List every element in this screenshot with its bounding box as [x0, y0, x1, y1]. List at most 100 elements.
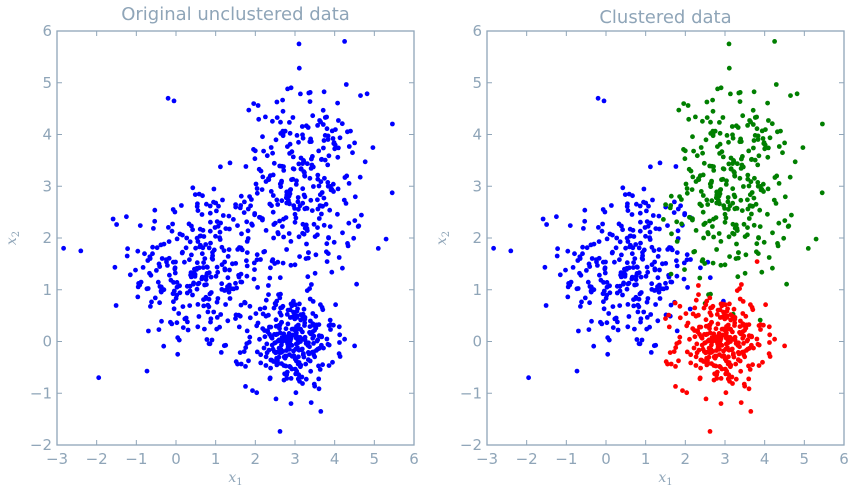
y-tick-label: 3: [472, 177, 482, 195]
data-point: [253, 311, 259, 316]
data-point: [330, 136, 336, 141]
data-point: [281, 377, 287, 383]
data-point: [302, 323, 307, 328]
data-point: [618, 274, 624, 280]
data-point: [211, 309, 217, 315]
data-point: [605, 335, 611, 341]
data-point: [638, 290, 644, 295]
data-point: [140, 265, 146, 270]
data-point: [748, 302, 753, 308]
data-point: [298, 317, 304, 323]
data-point: [638, 274, 644, 280]
data-point: [601, 280, 606, 285]
data-point: [260, 216, 265, 222]
data-point: [307, 286, 312, 291]
data-point: [782, 343, 787, 349]
data-point: [660, 261, 665, 267]
data-point: [263, 297, 269, 303]
data-point: [238, 193, 244, 199]
data-point: [638, 219, 643, 225]
data-point: [269, 357, 275, 363]
data-point: [707, 310, 713, 316]
data-point: [306, 90, 312, 96]
data-point: [293, 371, 299, 377]
data-point: [254, 252, 260, 258]
data-point: [166, 225, 171, 230]
data-point: [703, 332, 709, 338]
data-point: [794, 91, 800, 97]
data-point: [721, 166, 727, 172]
data-point: [326, 153, 332, 159]
data-point: [300, 381, 305, 386]
data-point: [650, 213, 656, 218]
data-point: [267, 275, 273, 281]
y-axis-label: x2: [4, 231, 22, 245]
data-point: [766, 255, 772, 260]
data-point: [748, 409, 754, 414]
data-point: [602, 266, 608, 272]
data-point: [235, 223, 240, 229]
data-point: [311, 341, 316, 346]
data-point: [604, 292, 610, 298]
data-point: [697, 275, 703, 281]
data-point: [766, 145, 771, 151]
data-point: [253, 181, 259, 187]
data-point: [135, 294, 141, 300]
data-point: [326, 363, 332, 368]
data-point: [78, 248, 84, 254]
data-point: [746, 376, 752, 382]
data-point: [813, 236, 819, 242]
data-point: [680, 388, 685, 393]
data-point: [273, 396, 279, 402]
data-point: [291, 348, 296, 354]
x-axis-label-subscript: 1: [236, 477, 242, 488]
data-point: [183, 245, 189, 251]
data-point: [268, 189, 274, 194]
data-point: [704, 355, 709, 361]
data-point: [198, 242, 203, 248]
data-point: [614, 290, 620, 296]
y-tick-label: 2: [42, 229, 52, 247]
data-point: [666, 312, 672, 318]
data-point: [703, 396, 709, 402]
data-point: [175, 335, 181, 341]
data-point: [280, 131, 286, 137]
chart-title: Original unclustered data: [121, 4, 350, 25]
data-point: [274, 298, 280, 304]
data-point: [694, 350, 700, 356]
data-point: [710, 224, 715, 229]
data-point: [676, 107, 682, 113]
data-point: [772, 175, 778, 180]
data-point: [582, 218, 588, 224]
y-tick-label: 4: [42, 126, 52, 144]
data-point: [596, 239, 602, 245]
data-point: [192, 192, 198, 198]
data-point: [786, 223, 792, 229]
data-point: [296, 161, 302, 167]
data-point: [195, 302, 201, 307]
data-point: [718, 187, 724, 192]
data-point: [647, 229, 653, 235]
data-point: [214, 299, 220, 305]
data-point: [588, 242, 594, 248]
data-point: [166, 255, 172, 261]
data-point: [147, 256, 153, 261]
data-point: [689, 187, 695, 193]
data-point: [284, 191, 290, 197]
data-point: [310, 311, 316, 316]
y-axis-label-subscript: 2: [11, 231, 22, 237]
data-point: [760, 359, 765, 365]
data-point: [316, 376, 322, 382]
data-point: [682, 148, 688, 154]
data-point: [692, 334, 698, 340]
x-tick-label: 2: [251, 450, 261, 468]
data-point: [165, 95, 171, 101]
data-point: [174, 284, 180, 290]
data-point: [578, 304, 583, 309]
data-point: [627, 233, 633, 239]
data-point: [193, 245, 199, 251]
data-point: [292, 356, 298, 362]
data-point: [346, 181, 352, 186]
data-point: [630, 227, 636, 233]
data-point: [706, 322, 712, 328]
